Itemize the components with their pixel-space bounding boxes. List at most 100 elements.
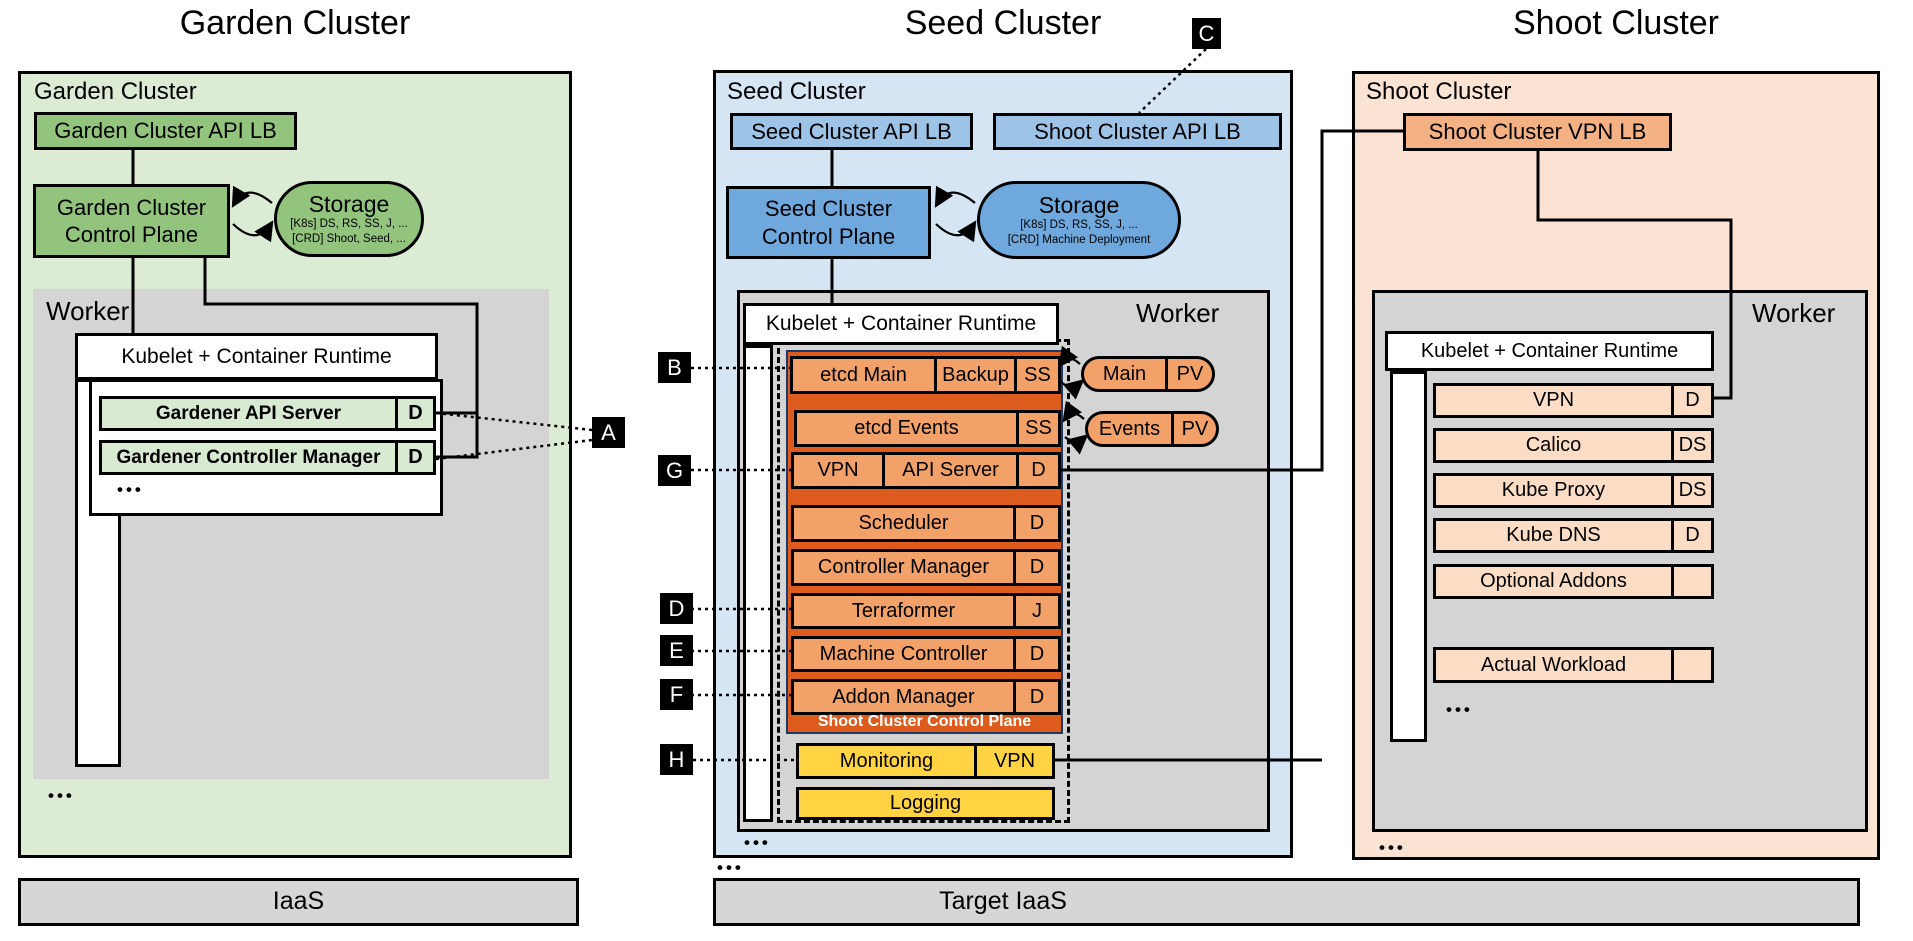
- garden-pod-row-api-server: Gardener API Server D: [99, 396, 436, 431]
- shoot-pod-row-optional-addons: Optional Addons: [1433, 564, 1714, 599]
- garden-pod-api-server-tag: D: [395, 399, 433, 428]
- shoot-vpn-lb: Shoot Cluster VPN LB: [1403, 113, 1672, 151]
- shoot-kube-proxy-tag: DS: [1671, 476, 1711, 505]
- shoot-box-label: Shoot Cluster: [1366, 78, 1512, 105]
- seed-pod-row-etcd-main: etcd Main Backup SS: [790, 356, 1061, 394]
- seed-worker-label: Worker: [1136, 298, 1220, 328]
- seed-volume-main-name: Main: [1102, 362, 1147, 385]
- callout-marker-e: E: [660, 635, 693, 666]
- seed-kubelet-box: Kubelet + Container Runtime: [743, 303, 1059, 345]
- seed-volume-events-name: Events: [1098, 417, 1161, 440]
- callout-marker-d: D: [660, 593, 693, 624]
- garden-control-plane-line1: Garden Cluster: [56, 194, 207, 220]
- seed-api-server-tag: D: [1016, 455, 1058, 486]
- callout-marker-c: C: [1192, 18, 1221, 49]
- garden-api-lb-label: Garden Cluster API LB: [54, 118, 277, 144]
- seed-pod-row-scheduler: Scheduler D: [791, 505, 1061, 542]
- seed-storage-crd: [CRD] Machine Deployment: [1007, 233, 1151, 246]
- seed-shoot-api-lb-label: Shoot Cluster API LB: [1034, 118, 1241, 144]
- garden-pod-controller-manager-name: Gardener Controller Manager: [116, 446, 381, 468]
- seed-control-plane-line1: Seed Cluster: [764, 196, 893, 221]
- seed-storage-k8s: [K8s] DS, RS, SS, J, ...: [1020, 219, 1138, 232]
- seed-api-lb: Seed Cluster API LB: [730, 113, 973, 150]
- seed-logging-row: Logging: [796, 787, 1055, 820]
- seed-monitoring-row: Monitoring VPN: [796, 743, 1055, 779]
- garden-storage-crd: [CRD] Shoot, Seed, ...: [292, 232, 406, 245]
- seed-terraformer-tag: J: [1013, 596, 1058, 626]
- shoot-optional-addons-name: Optional Addons: [1480, 570, 1627, 592]
- callout-marker-h: H: [660, 744, 693, 775]
- seed-api-server-name: API Server: [882, 455, 1016, 486]
- garden-pod-row-controller-manager: Gardener Controller Manager D: [99, 440, 436, 475]
- shoot-kubelet-strip: [1390, 371, 1427, 742]
- shoot-pod-row-vpn: VPN D: [1433, 383, 1714, 418]
- seed-kubelet-label: Kubelet + Container Runtime: [765, 312, 1037, 335]
- seed-pod-row-terraformer: Terraformer J: [791, 593, 1061, 629]
- seed-api-lb-label: Seed Cluster API LB: [751, 118, 952, 144]
- target-iaas-bar: [713, 878, 1860, 926]
- seed-etcd-main-tag: SS: [1014, 359, 1058, 391]
- seed-control-plane-line2: Control Plane: [761, 223, 896, 249]
- garden-kubelet-label: Kubelet + Container Runtime: [121, 344, 392, 368]
- seed-etcd-events-name: etcd Events: [854, 417, 959, 439]
- garden-storage-title: Storage: [308, 190, 390, 217]
- shoot-cluster-control-plane-label: Shoot Cluster Control Plane: [817, 713, 1032, 730]
- seed-volume-main: Main PV: [1081, 356, 1215, 392]
- seed-pod-row-machine-controller: Machine Controller D: [791, 636, 1061, 672]
- seed-workers-ellipsis: •••: [744, 833, 771, 852]
- garden-pod-controller-manager-tag: D: [395, 443, 433, 472]
- shoot-calico-tag: DS: [1671, 431, 1711, 460]
- shoot-pods-ellipsis: •••: [1446, 700, 1473, 719]
- seed-controller-manager-tag: D: [1013, 552, 1058, 583]
- seed-machine-controller-tag: D: [1013, 639, 1058, 669]
- shoot-vpn-lb-label: Shoot Cluster VPN LB: [1428, 119, 1647, 145]
- callout-marker-f: F: [660, 679, 693, 710]
- seed-logging-name: Logging: [889, 792, 962, 814]
- shoot-actual-workload-tag: [1671, 650, 1711, 680]
- shoot-pod-row-actual-workload: Actual Workload: [1433, 647, 1714, 683]
- garden-cluster-title: Garden Cluster: [179, 4, 411, 42]
- target-iaas-label: Target IaaS: [939, 887, 1067, 915]
- garden-iaas-bar: [18, 878, 579, 926]
- seed-machine-controller-name: Machine Controller: [819, 642, 988, 665]
- seed-etcd-main-backup: Backup: [934, 359, 1014, 391]
- shoot-vpn-tag: D: [1671, 386, 1711, 415]
- seed-control-plane: Seed Cluster Control Plane: [726, 186, 931, 259]
- garden-control-plane: Garden Cluster Control Plane: [33, 184, 230, 258]
- shoot-kube-dns-tag: D: [1671, 521, 1711, 550]
- shoot-worker-label: Worker: [1752, 298, 1836, 328]
- callout-marker-b: B: [658, 352, 691, 383]
- shoot-worker-box: [1372, 290, 1868, 832]
- seed-scheduler-tag: D: [1013, 508, 1058, 539]
- garden-pods-ellipsis: •••: [117, 480, 144, 499]
- garden-storage: Storage [K8s] DS, RS, SS, J, ... [CRD] S…: [274, 181, 424, 257]
- seed-scheduler-name: Scheduler: [858, 512, 949, 534]
- seed-pod-row-controller-manager: Controller Manager D: [791, 549, 1061, 586]
- shoot-pod-row-kube-proxy: Kube Proxy DS: [1433, 473, 1714, 508]
- shoot-kubelet-box: Kubelet + Container Runtime: [1385, 331, 1714, 371]
- seed-volume-events-tag: PV: [1171, 414, 1216, 444]
- seed-controller-manager-name: Controller Manager: [817, 556, 990, 578]
- garden-kubelet-box: Kubelet + Container Runtime: [75, 333, 438, 380]
- seed-pod-row-vpn-api-server: VPN API Server D: [791, 452, 1061, 489]
- shoot-optional-addons-tag: [1671, 567, 1711, 596]
- seed-cluster-title: Seed Cluster: [904, 4, 1102, 42]
- seed-monitoring-tag: VPN: [974, 746, 1052, 776]
- seed-box-label: Seed Cluster: [727, 78, 866, 105]
- seed-volume-main-tag: PV: [1165, 359, 1212, 389]
- shoot-panel-ellipsis: •••: [1379, 838, 1406, 857]
- shoot-kube-proxy-name: Kube Proxy: [1501, 479, 1606, 501]
- seed-pod-row-addon-manager: Addon Manager D: [791, 679, 1061, 715]
- shoot-actual-workload-name: Actual Workload: [1480, 653, 1627, 676]
- seed-pod-row-etcd-events: etcd Events SS: [794, 410, 1061, 447]
- seed-storage-title: Storage: [1038, 191, 1120, 218]
- garden-iaas-label: IaaS: [272, 887, 325, 915]
- callout-marker-g: G: [658, 455, 691, 486]
- seed-etcd-main-name: etcd Main: [820, 363, 907, 386]
- garden-storage-k8s: [K8s] DS, RS, SS, J, ...: [290, 218, 408, 231]
- shoot-pod-row-calico: Calico DS: [1433, 428, 1714, 463]
- shoot-kube-dns-name: Kube DNS: [1506, 524, 1601, 546]
- seed-addon-manager-name: Addon Manager: [832, 685, 975, 708]
- shoot-calico-name: Calico: [1525, 434, 1582, 456]
